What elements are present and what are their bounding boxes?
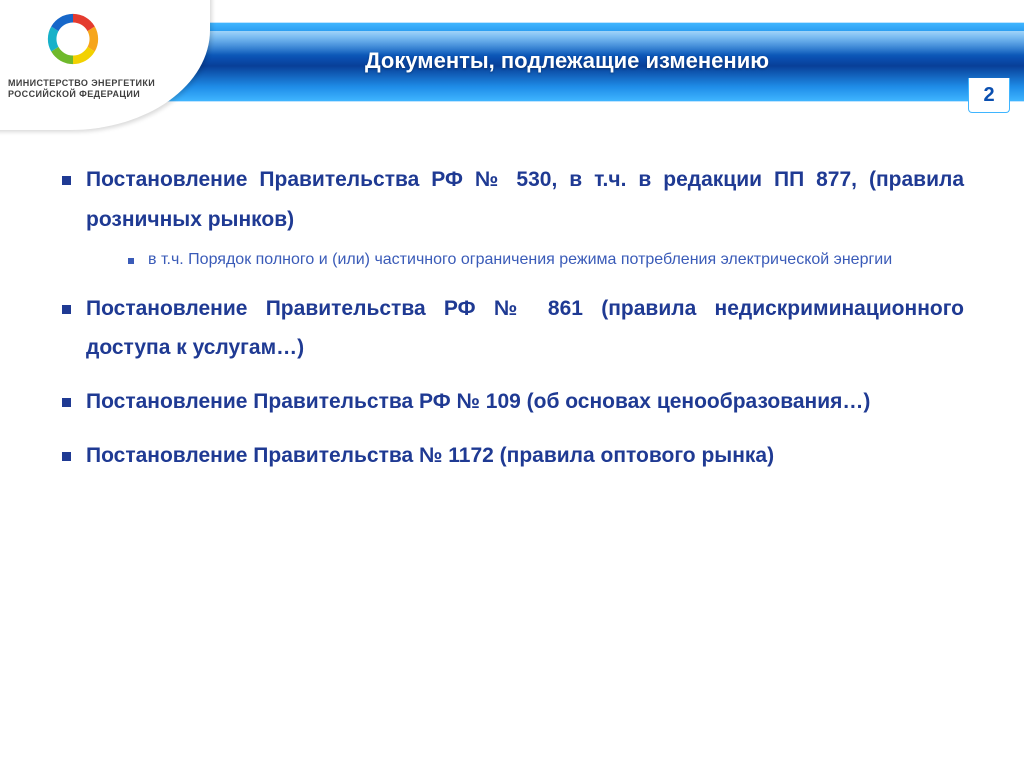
page-title: Документы, подлежащие изменению xyxy=(200,48,934,74)
sub-list-item-text: в т.ч. Порядок полного и (или) частичног… xyxy=(148,251,892,268)
ministry-line-1: МИНИСТЕРСТВО ЭНЕРГЕТИКИ xyxy=(8,78,155,88)
sub-bullet-list: в т.ч. Порядок полного и (или) частичног… xyxy=(126,246,964,275)
list-item-text: Постановление Правительства РФ № 109 (об… xyxy=(86,390,870,413)
bullet-list: Постановление Правительства РФ № 530, в … xyxy=(60,160,964,476)
list-item: Постановление Правительства РФ № 530, в … xyxy=(60,160,964,275)
list-item: Постановление Правительства РФ № 861 (пр… xyxy=(60,289,964,369)
list-item-text: Постановление Правительства РФ № 861 (пр… xyxy=(86,297,964,360)
list-item: Постановление Правительства РФ № 109 (об… xyxy=(60,382,964,422)
ministry-label: МИНИСТЕРСТВО ЭНЕРГЕТИКИ РОССИЙСКОЙ ФЕДЕР… xyxy=(8,78,188,101)
list-item: Постановление Правительства № 1172 (прав… xyxy=(60,436,964,476)
ministry-logo-icon xyxy=(40,6,106,72)
sub-list-item: в т.ч. Порядок полного и (или) частичног… xyxy=(126,246,964,275)
page-number: 2 xyxy=(968,78,1010,113)
ministry-line-2: РОССИЙСКОЙ ФЕДЕРАЦИИ xyxy=(8,89,140,99)
list-item-text: Постановление Правительства РФ № 530, в … xyxy=(86,168,964,231)
content-area: Постановление Правительства РФ № 530, в … xyxy=(60,160,964,490)
list-item-text: Постановление Правительства № 1172 (прав… xyxy=(86,444,774,467)
